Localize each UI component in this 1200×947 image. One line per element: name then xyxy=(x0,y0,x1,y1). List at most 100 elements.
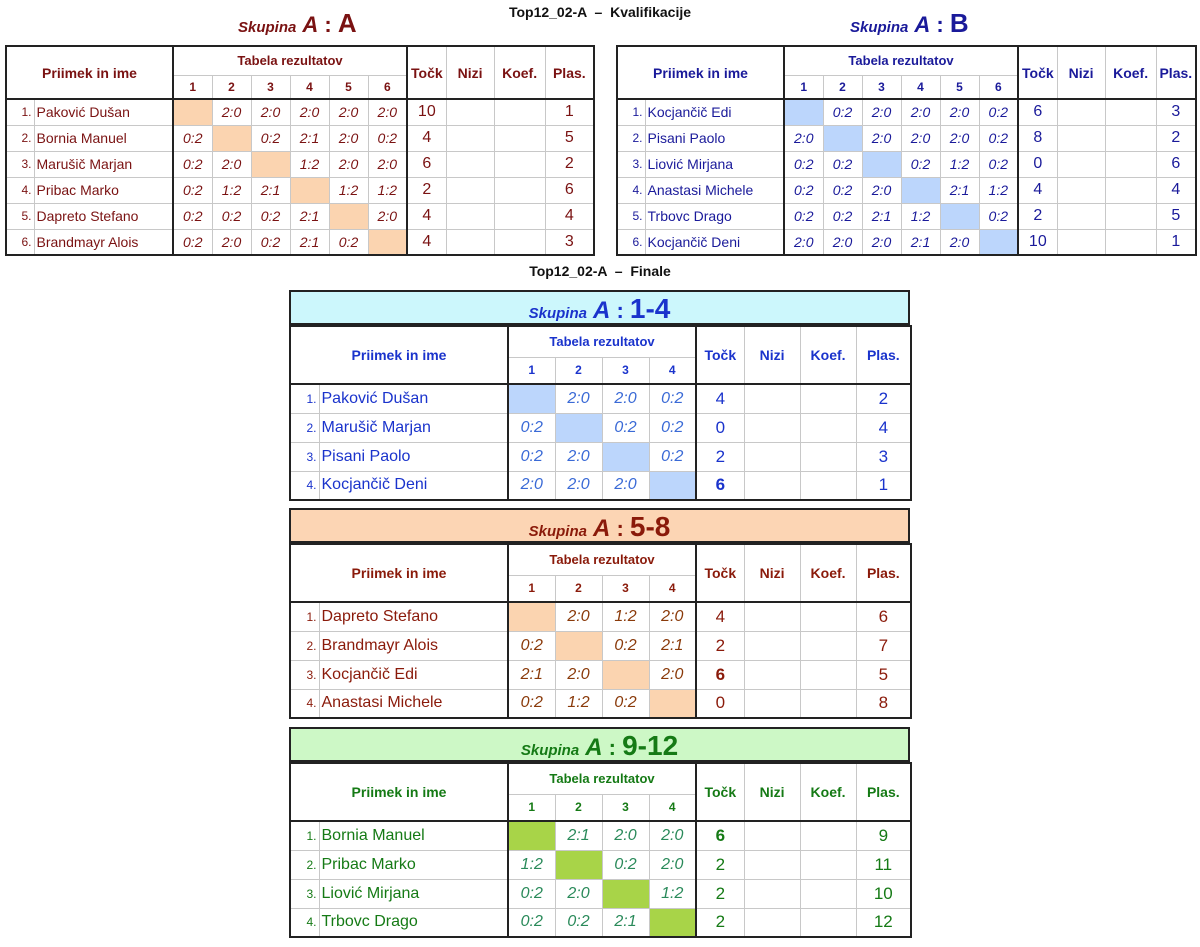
coef-cell xyxy=(799,601,857,632)
table-row: 1. Paković Dušan 2:0 2:0 2:0 2:0 2:0 10 1 xyxy=(5,98,595,126)
header-sets: Nizi xyxy=(743,762,801,822)
score-cell: 2:0 xyxy=(328,150,369,178)
score-cell: 2:1 xyxy=(250,176,291,204)
place-cell: 1 xyxy=(544,98,595,126)
header-name: Priimek in ime xyxy=(616,45,785,100)
group-word: Skupina xyxy=(528,523,587,540)
group-label: 9-12 xyxy=(622,730,679,761)
points-cell: 2 xyxy=(406,176,447,204)
header-coef: Koef. xyxy=(799,543,857,603)
place-cell: 2 xyxy=(1155,124,1197,152)
group-word: Skupina xyxy=(850,19,909,36)
coef-cell xyxy=(493,150,546,178)
score-cell: 2:0 xyxy=(900,124,941,152)
header-col-2: 2 xyxy=(211,74,252,100)
coef-cell xyxy=(493,202,546,230)
diagonal-cell xyxy=(648,470,697,501)
row-number: 4. xyxy=(289,907,320,938)
score-cell: 1:2 xyxy=(289,150,330,178)
score-cell: 1:2 xyxy=(900,202,941,230)
score-cell: 0:2 xyxy=(172,202,213,230)
place-cell: 6 xyxy=(1155,150,1197,178)
coef-cell xyxy=(1104,124,1157,152)
player-name: Pribac Marko xyxy=(318,849,509,880)
header-col-4: 4 xyxy=(648,793,697,822)
score-cell: 0:2 xyxy=(648,412,697,443)
table-row: 3. Kocjančič Edi 2:1 2:0 2:0 6 5 xyxy=(289,659,912,690)
player-name: Anastasi Michele xyxy=(644,176,785,204)
player-name: Pisani Paolo xyxy=(318,441,509,472)
table-row: 4. Trbovc Drago 0:2 0:2 2:1 2 12 xyxy=(289,907,912,938)
row-number: 6. xyxy=(5,228,35,256)
header-points: Točk xyxy=(1017,45,1058,100)
coef-cell xyxy=(799,688,857,719)
group-header-bar: Skupina A : 1-4 xyxy=(289,290,910,325)
row-number: 2. xyxy=(289,849,320,880)
diagonal-cell xyxy=(507,601,556,632)
points-cell: 2 xyxy=(695,878,745,909)
score-cell: 0:2 xyxy=(507,688,556,719)
score-cell: 0:2 xyxy=(211,202,252,230)
table-row: 2. Marušič Marjan 0:2 0:2 0:2 0 4 xyxy=(289,412,912,443)
score-cell: 0:2 xyxy=(328,228,369,256)
score-cell: 0:2 xyxy=(601,630,650,661)
place-cell: 7 xyxy=(855,630,912,661)
score-cell: 0:2 xyxy=(172,150,213,178)
score-cell: 0:2 xyxy=(507,441,556,472)
header-col-2: 2 xyxy=(554,574,603,603)
score-cell: 0:2 xyxy=(783,150,824,178)
header-name: Priimek in ime xyxy=(5,45,174,100)
header-results: Tabela rezultatov xyxy=(506,543,697,576)
header-coef: Koef. xyxy=(493,45,546,100)
place-cell: 11 xyxy=(855,849,912,880)
score-cell: 2:0 xyxy=(367,150,408,178)
diagonal-cell xyxy=(822,124,863,152)
score-cell: 2:0 xyxy=(211,98,252,126)
score-cell: 2:0 xyxy=(601,820,650,851)
player-name: Kocjančič Deni xyxy=(318,470,509,501)
row-number: 2. xyxy=(616,124,646,152)
score-cell: 0:2 xyxy=(822,202,863,230)
group-title: Skupina A : 1-4 xyxy=(529,293,671,325)
score-cell: 2:1 xyxy=(289,124,330,152)
score-cell: 2:0 xyxy=(554,659,603,690)
score-cell: 2:0 xyxy=(367,202,408,230)
group-colon: : xyxy=(610,298,630,323)
score-cell: 2:0 xyxy=(601,470,650,501)
score-cell: 0:2 xyxy=(172,176,213,204)
score-cell: 0:2 xyxy=(250,228,291,256)
row-number: 3. xyxy=(5,150,35,178)
score-cell: 2:0 xyxy=(250,98,291,126)
place-cell: 1 xyxy=(1155,228,1197,256)
score-cell: 2:1 xyxy=(939,176,980,204)
score-cell: 2:0 xyxy=(648,601,697,632)
sets-cell xyxy=(445,228,495,256)
sets-cell xyxy=(743,630,801,661)
header-col-3: 3 xyxy=(861,74,902,100)
points-cell: 0 xyxy=(695,412,745,443)
sets-cell xyxy=(743,441,801,472)
player-name: Kocjančič Edi xyxy=(318,659,509,690)
row-number: 1. xyxy=(5,98,35,126)
player-name: Kocjančič Deni xyxy=(644,228,785,256)
table-row: 3. Liović Mirjana 0:2 2:0 1:2 2 10 xyxy=(289,878,912,909)
header-col-2: 2 xyxy=(822,74,863,100)
score-cell: 0:2 xyxy=(601,849,650,880)
coef-cell xyxy=(799,878,857,909)
header-sets: Nizi xyxy=(743,325,801,385)
score-cell: 2:0 xyxy=(648,849,697,880)
place-cell: 3 xyxy=(544,228,595,256)
score-cell: 0:2 xyxy=(507,630,556,661)
diagonal-cell xyxy=(978,228,1019,256)
place-cell: 3 xyxy=(1155,98,1197,126)
sets-cell xyxy=(743,878,801,909)
score-cell: 2:0 xyxy=(861,124,902,152)
header-col-1: 1 xyxy=(172,74,213,100)
coef-cell xyxy=(493,98,546,126)
group-label: B xyxy=(949,8,969,38)
points-cell: 6 xyxy=(695,659,745,690)
place-cell: 5 xyxy=(855,659,912,690)
group-letter: A xyxy=(914,12,931,37)
qualification-title: Top12_02-A – Kvalifikacije xyxy=(508,4,692,20)
coef-cell xyxy=(799,630,857,661)
